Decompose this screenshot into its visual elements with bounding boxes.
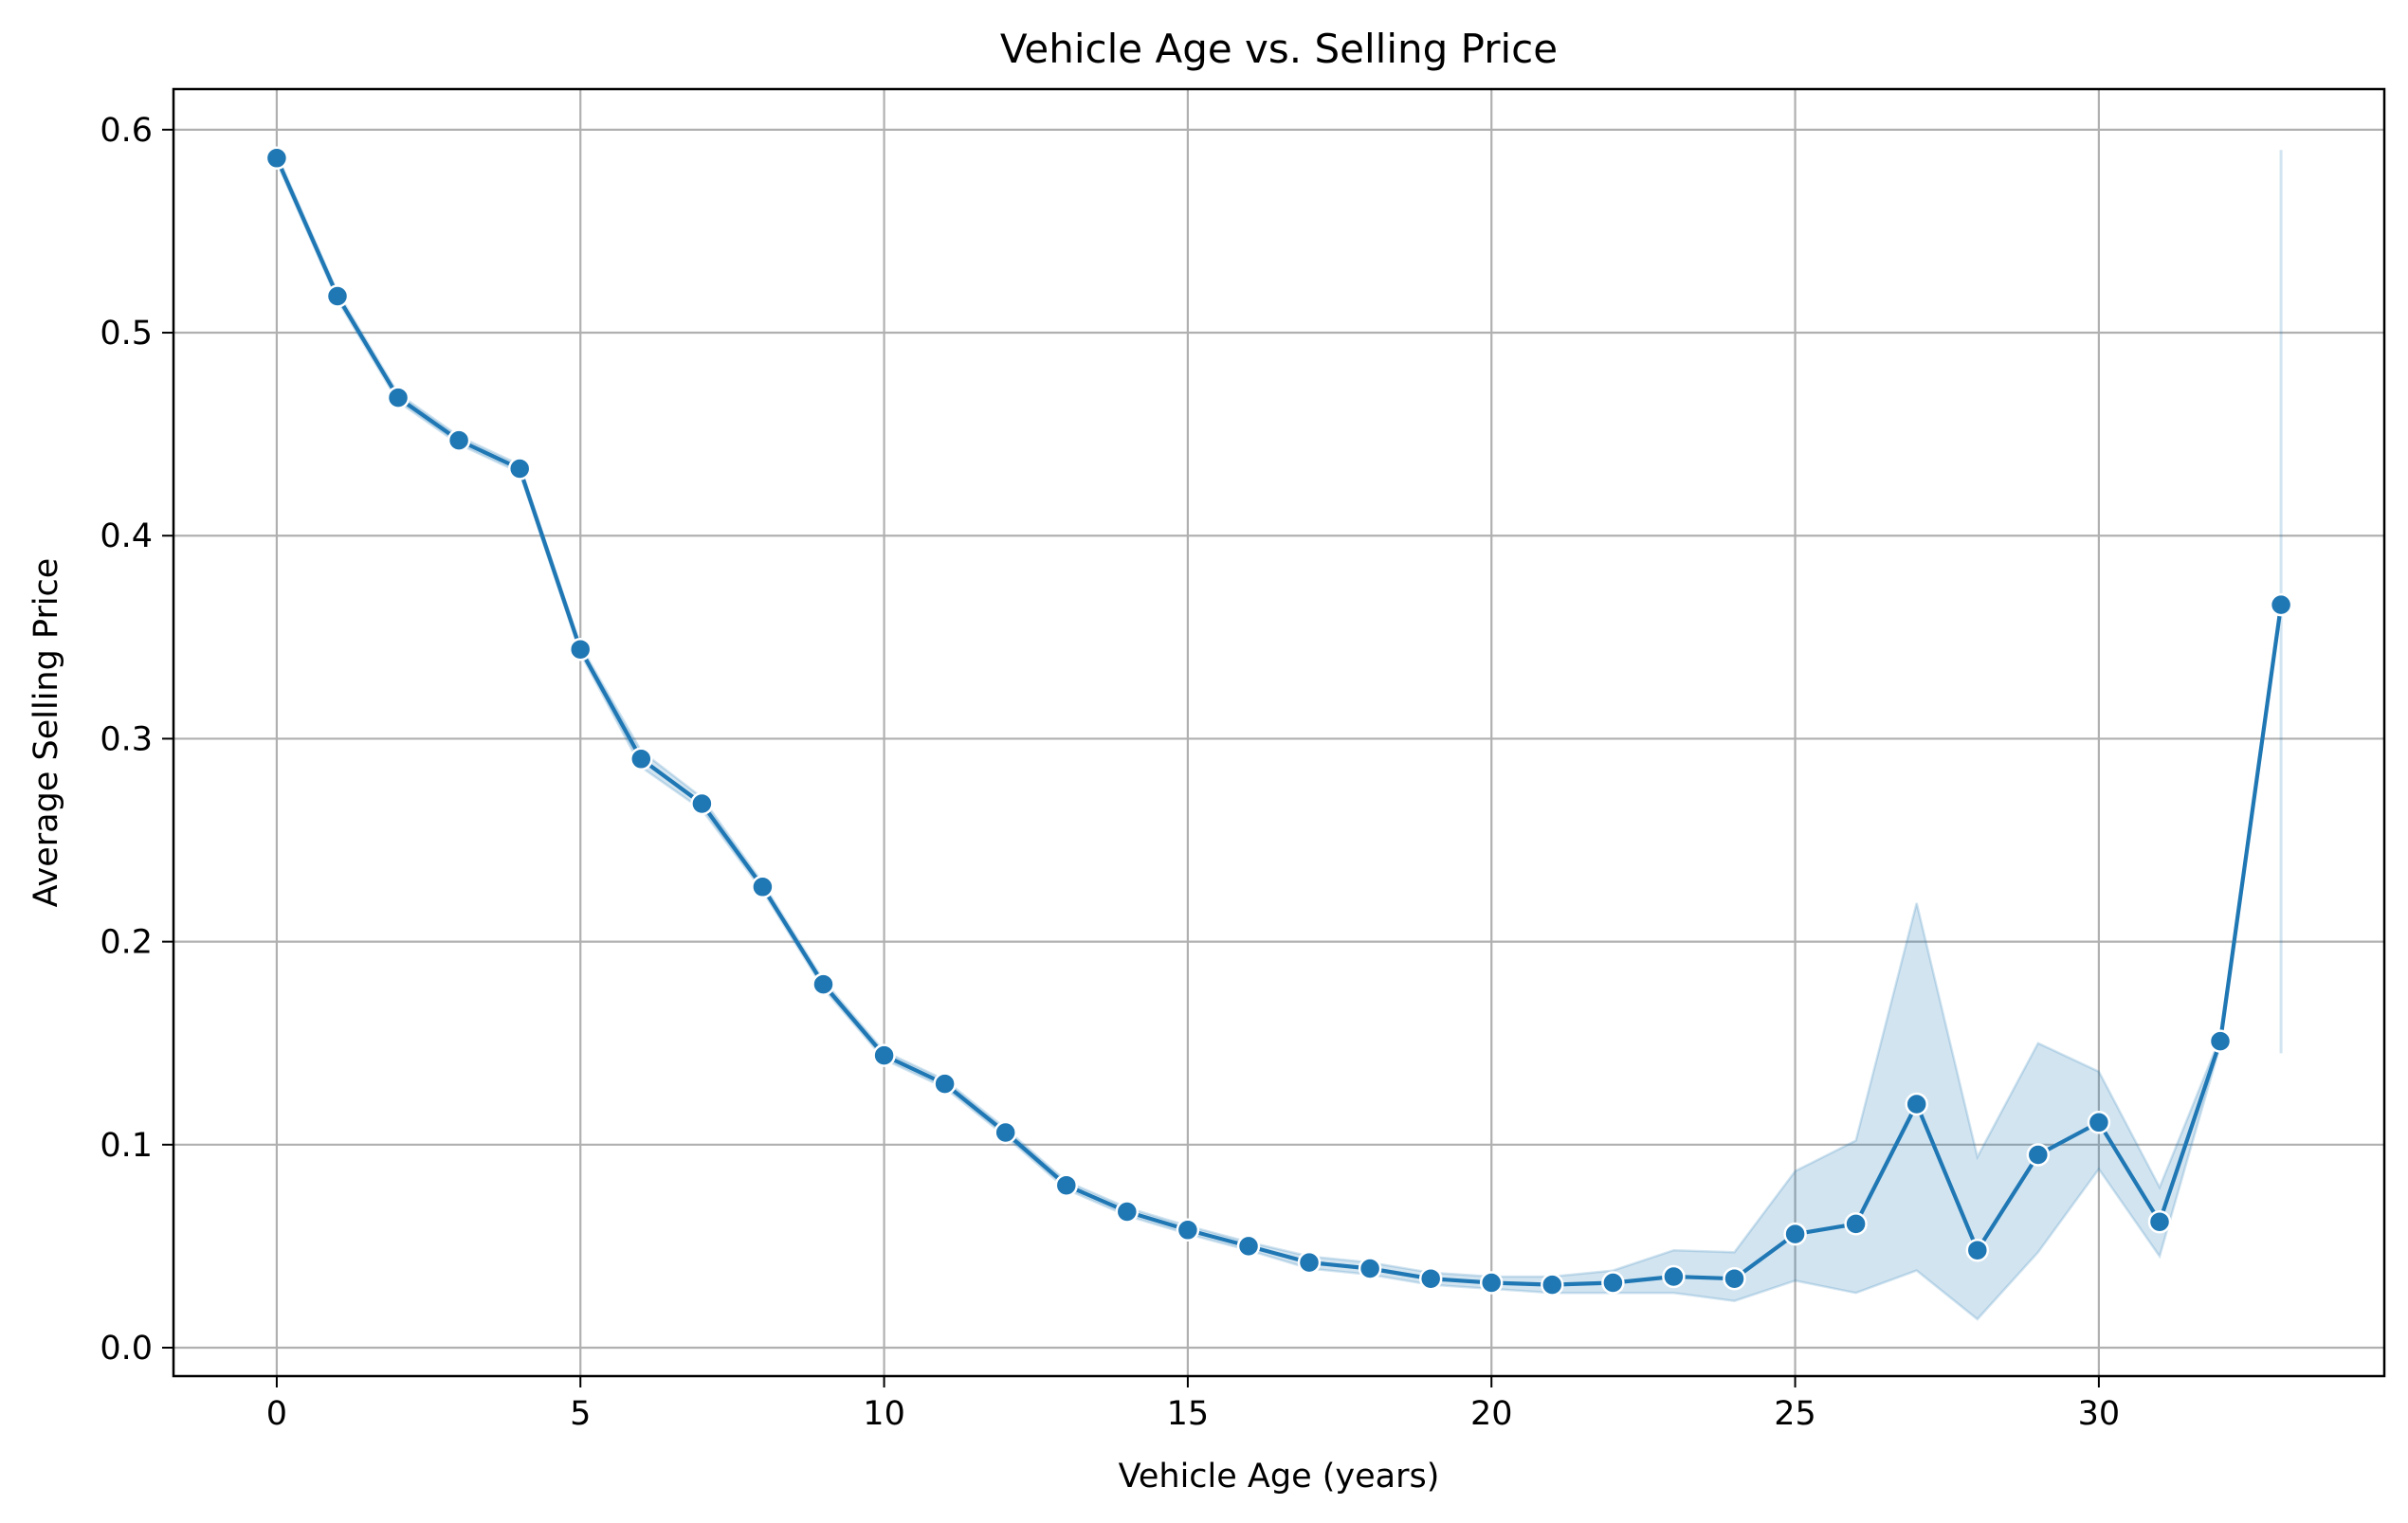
y-tick-label: 0.4 xyxy=(100,517,153,555)
data-point xyxy=(872,1043,896,1067)
chart-title: Vehicle Age vs. Selling Price xyxy=(1000,26,1558,72)
data-point xyxy=(1176,1218,1200,1242)
data-point xyxy=(1662,1264,1686,1289)
series-line xyxy=(274,156,2284,1287)
data-point xyxy=(265,146,289,171)
data-point xyxy=(933,1072,957,1096)
data-point xyxy=(1783,1222,1807,1246)
data-point xyxy=(568,637,593,662)
data-point xyxy=(751,875,775,899)
y-tick-label: 0.3 xyxy=(100,720,153,758)
data-point xyxy=(1358,1257,1382,1280)
data-point xyxy=(1905,1092,1928,1116)
data-point xyxy=(1844,1212,1868,1236)
data-point xyxy=(1479,1271,1504,1295)
y-tick-label: 0.6 xyxy=(100,112,153,150)
data-point xyxy=(629,747,653,771)
data-point xyxy=(994,1120,1017,1145)
x-tick-label: 30 xyxy=(2078,1395,2121,1433)
x-tick-label: 0 xyxy=(266,1395,287,1433)
data-point xyxy=(2026,1143,2051,1167)
data-point xyxy=(690,791,714,816)
data-point xyxy=(1297,1250,1322,1275)
series-line-layer xyxy=(274,156,2284,1287)
data-point xyxy=(2269,592,2293,617)
data-point xyxy=(2208,1029,2233,1053)
y-tick-label: 0.5 xyxy=(100,315,153,353)
data-point xyxy=(507,457,532,480)
data-point xyxy=(1236,1234,1261,1259)
data-point xyxy=(1965,1238,1990,1262)
x-tick-label: 5 xyxy=(570,1395,591,1433)
x-tick-label: 25 xyxy=(1774,1395,1816,1433)
data-point xyxy=(386,386,410,409)
y-tick-label: 0.2 xyxy=(100,924,153,962)
data-point xyxy=(1541,1273,1564,1296)
x-tick-label: 15 xyxy=(1167,1395,1210,1433)
plot-frame xyxy=(172,87,2386,1378)
data-point xyxy=(1601,1271,1625,1295)
data-point xyxy=(1115,1200,1140,1224)
data-point xyxy=(1054,1173,1079,1197)
data-point xyxy=(2087,1111,2111,1134)
data-point xyxy=(812,972,835,996)
x-tick-label: 10 xyxy=(863,1395,905,1433)
data-point xyxy=(447,428,471,452)
x-tick-label: 20 xyxy=(1470,1395,1513,1433)
y-tick-label: 0.1 xyxy=(100,1127,153,1165)
data-point-layer xyxy=(265,146,2293,1296)
data-point xyxy=(2147,1209,2172,1234)
data-point xyxy=(325,284,350,308)
data-point xyxy=(1418,1266,1443,1291)
y-axis-title: Average Selling Price xyxy=(27,558,65,908)
axis-ticks: 0 5 10 15 20 25 30 0.0 0.1 0.2 0.3 0.4 0.5 0.6 xyxy=(100,112,2120,1433)
x-axis-title: Vehicle Age (years) xyxy=(1119,1458,1440,1496)
y-tick-label: 0.0 xyxy=(100,1330,153,1368)
data-point xyxy=(1723,1266,1746,1291)
